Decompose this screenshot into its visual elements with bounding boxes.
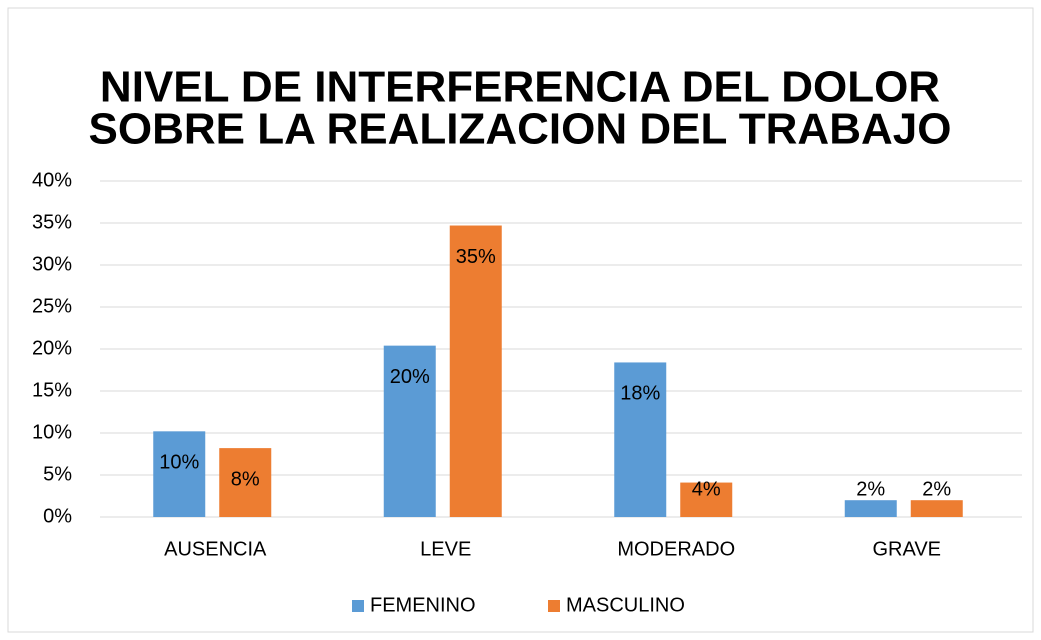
data-label: 35%: [456, 246, 496, 268]
y-tick-label: 5%: [43, 463, 72, 485]
y-tick-label: 10%: [32, 421, 72, 443]
chart-title: NIVEL DE INTERFERENCIA DEL DOLOR: [100, 63, 940, 112]
chart-frame: [7, 7, 1034, 633]
y-tick-label: 0%: [43, 505, 72, 527]
x-tick-label: LEVE: [420, 538, 471, 560]
data-label: 10%: [159, 452, 199, 474]
y-tick-label: 20%: [32, 337, 72, 359]
x-tick-label: MODERADO: [617, 538, 735, 560]
x-tick-label: GRAVE: [872, 538, 941, 560]
legend-label: FEMENINO: [370, 594, 476, 616]
data-label: 2%: [922, 478, 951, 500]
bar: [844, 500, 897, 517]
bar: [449, 225, 502, 517]
data-label: 8%: [231, 468, 260, 490]
y-tick-label: 25%: [32, 295, 72, 317]
x-tick-label: AUSENCIA: [164, 538, 267, 560]
bar: [614, 362, 667, 517]
legend-swatch: [548, 600, 560, 612]
y-tick-label: 15%: [32, 379, 72, 401]
data-label: 18%: [620, 383, 660, 405]
bar: [219, 448, 272, 517]
data-label: 4%: [692, 478, 721, 500]
data-label: 20%: [390, 366, 430, 388]
chart-title: SOBRE LA REALIZACION DEL TRABAJO: [89, 105, 952, 154]
legend-label: MASCULINO: [566, 594, 685, 616]
bar: [680, 482, 733, 517]
bar: [153, 431, 206, 517]
data-label: 2%: [856, 478, 885, 500]
legend-swatch: [352, 600, 364, 612]
bar: [910, 500, 963, 517]
y-tick-label: 40%: [32, 169, 72, 191]
bar: [383, 345, 436, 517]
y-tick-label: 35%: [32, 211, 72, 233]
y-tick-label: 30%: [32, 253, 72, 275]
